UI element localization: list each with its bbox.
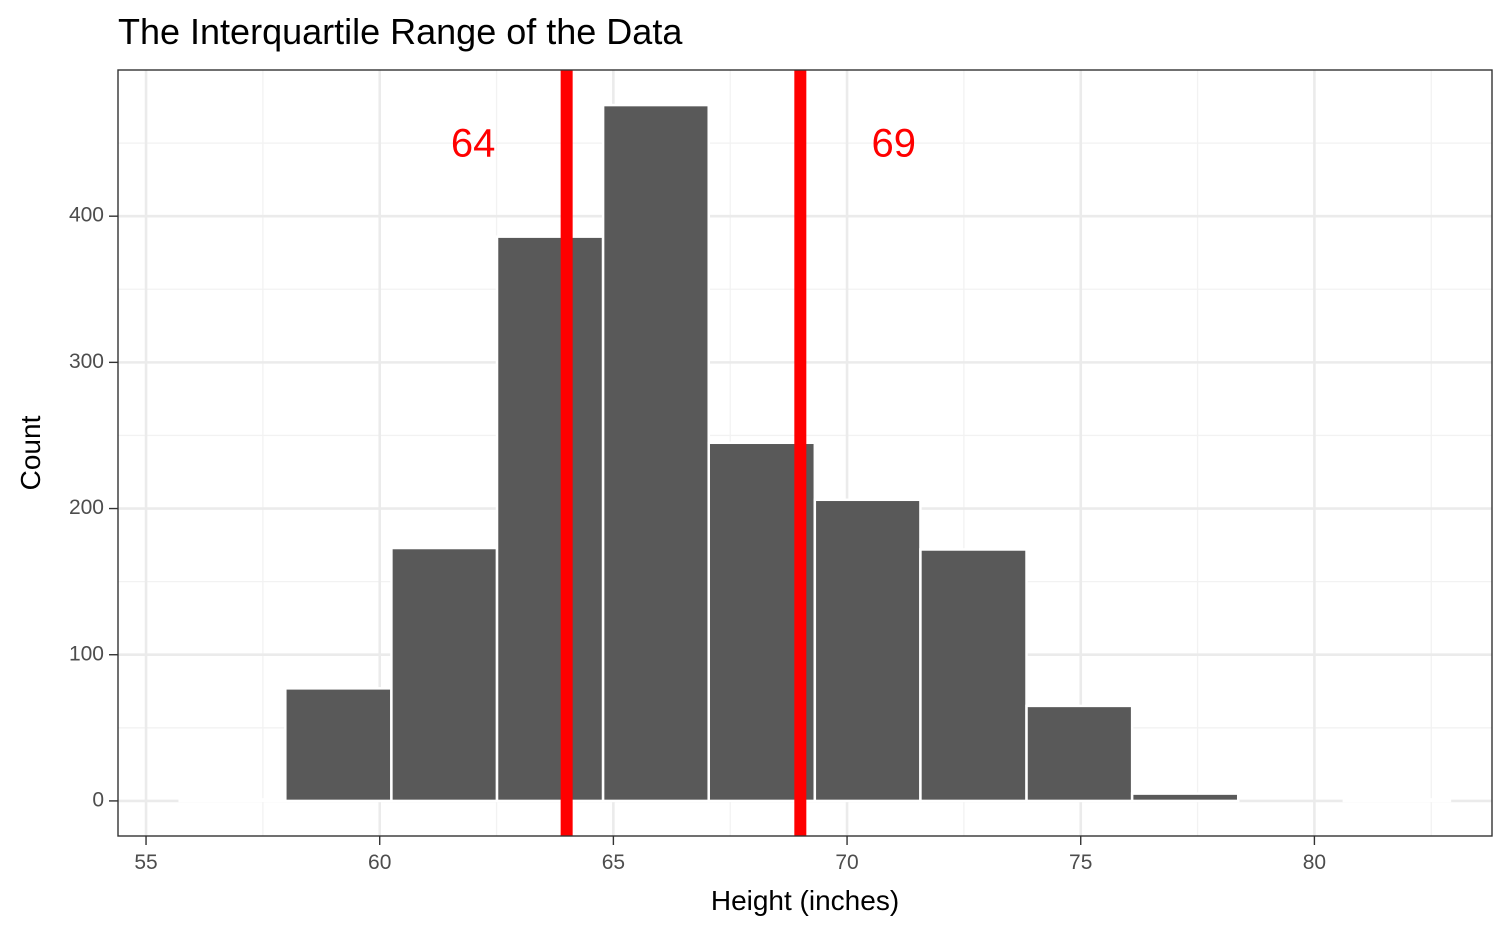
chart-title: The Interquartile Range of the Data <box>118 11 683 52</box>
histogram-bar <box>178 798 287 803</box>
quartile-label: 64 <box>451 122 496 166</box>
y-tick-label: 200 <box>69 496 104 519</box>
histogram-bar <box>495 235 605 803</box>
histogram-bar <box>919 548 1028 803</box>
x-tick-label: 60 <box>368 851 391 874</box>
y-tick-label: 300 <box>69 350 104 373</box>
histogram-bar <box>813 498 922 803</box>
x-axis-title: Height (inches) <box>711 885 899 916</box>
y-tick-label: 100 <box>69 642 104 665</box>
histogram-bar <box>1342 798 1452 803</box>
plot-panel-border <box>117 69 1493 837</box>
x-tick-label: 55 <box>134 851 157 874</box>
reference-lines <box>560 70 807 836</box>
y-tick-label: 400 <box>69 204 104 227</box>
x-tick-label: 80 <box>1303 851 1326 874</box>
quartile-label: 69 <box>872 122 917 166</box>
x-tick-label: 65 <box>602 851 625 874</box>
y-axis-title: Count <box>15 415 46 490</box>
y-tick-label: 0 <box>92 788 104 811</box>
histogram-bar <box>1025 704 1134 803</box>
x-axis: 55 60 65 70 75 80 <box>134 836 1326 874</box>
annotations: 64 69 <box>451 122 916 166</box>
histogram-bar <box>601 103 710 803</box>
x-tick-label: 75 <box>1069 851 1092 874</box>
histogram-bar <box>284 687 393 803</box>
y-axis: 0 100 200 300 400 <box>69 204 118 811</box>
histogram-bar <box>390 546 499 803</box>
x-tick-label: 70 <box>835 851 858 874</box>
histogram-bar <box>1130 792 1240 803</box>
